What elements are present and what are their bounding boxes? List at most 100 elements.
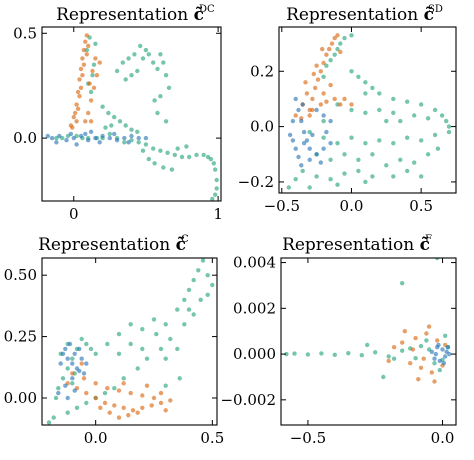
panel-c-plot: 0.0 0.5 0.00 0.25 0.50 xyxy=(4,257,224,447)
data-point-green xyxy=(286,185,291,190)
data-point-green xyxy=(342,35,347,41)
data-point-green xyxy=(88,89,94,95)
data-point-green xyxy=(412,113,417,118)
data-point-orange xyxy=(314,63,319,68)
data-point-orange xyxy=(327,46,332,52)
data-point-green xyxy=(175,346,180,352)
data-point-green xyxy=(65,366,70,371)
panel-c-title: Representation c̃ xyxy=(38,235,186,255)
panel-f-frame xyxy=(280,257,457,426)
data-point-green xyxy=(53,395,59,401)
x-tick-label: −0.5 xyxy=(264,197,300,215)
panel-dc-frame xyxy=(41,26,222,202)
data-point-orange xyxy=(307,113,312,118)
data-point-green xyxy=(126,56,131,61)
data-point-green xyxy=(175,307,180,312)
data-point-green xyxy=(146,52,151,57)
data-point-blue xyxy=(307,146,312,151)
data-point-blue xyxy=(57,133,62,139)
data-point-blue xyxy=(84,361,89,366)
data-point-blue xyxy=(290,138,296,143)
data-point-orange xyxy=(416,377,421,382)
data-point-green xyxy=(46,420,52,425)
data-point-green xyxy=(154,331,159,337)
data-point-green xyxy=(437,367,442,373)
data-point-green xyxy=(314,174,319,179)
data-point-green xyxy=(128,322,133,327)
data-point-orange xyxy=(293,113,298,118)
data-point-green xyxy=(120,60,126,65)
data-point-green xyxy=(356,168,361,174)
data-point-blue xyxy=(64,138,69,143)
data-point-orange xyxy=(78,66,84,72)
panel-dc-plot: 0 1 0.0 0.5 xyxy=(13,24,223,223)
data-point-green xyxy=(210,196,215,201)
data-point-orange xyxy=(86,110,91,116)
data-point-green xyxy=(292,351,297,356)
x-tick-label: 0 xyxy=(69,205,79,223)
data-point-orange xyxy=(400,340,405,345)
panel-f-plot: −0.5 0.0 −0.002 0.000 0.002 0.004 xyxy=(220,254,457,447)
data-point-blue xyxy=(112,131,117,137)
data-point-green xyxy=(321,74,326,80)
data-point-green xyxy=(163,73,169,78)
data-point-green xyxy=(70,381,75,386)
data-point-green xyxy=(391,141,396,146)
data-point-blue xyxy=(107,135,113,141)
data-point-green xyxy=(363,141,368,146)
data-point-green xyxy=(70,356,75,361)
data-point-blue xyxy=(328,141,333,146)
data-point-orange xyxy=(102,400,108,406)
data-point-blue xyxy=(321,146,326,151)
data-point-orange xyxy=(86,43,91,49)
data-point-blue xyxy=(318,160,323,165)
data-point-green xyxy=(328,157,333,162)
data-point-green xyxy=(342,171,347,176)
panel-sd-plot: −0.5 0.0 0.5 −0.2 0.0 0.2 xyxy=(238,26,457,215)
data-point-orange xyxy=(158,400,164,406)
data-point-blue xyxy=(310,132,315,138)
data-point-orange xyxy=(304,91,310,96)
data-point-orange xyxy=(93,381,98,386)
data-point-green xyxy=(155,110,160,116)
data-point-orange xyxy=(429,370,434,375)
data-point-green xyxy=(151,60,156,65)
data-point-orange xyxy=(97,60,102,65)
data-point-green xyxy=(384,118,389,124)
panel-c-title-superscript: C xyxy=(181,234,189,245)
data-point-green xyxy=(136,140,141,145)
data-point-orange xyxy=(426,324,432,329)
data-point-orange xyxy=(151,395,157,401)
data-point-blue xyxy=(58,361,63,366)
data-point-orange xyxy=(121,381,126,386)
data-point-orange xyxy=(98,405,103,410)
y-tick-label: 0.2 xyxy=(250,62,274,80)
y-tick-label: 0.5 xyxy=(13,24,37,42)
data-point-green xyxy=(114,68,120,74)
data-point-blue xyxy=(328,118,333,124)
data-point-green xyxy=(129,127,134,132)
data-point-blue xyxy=(72,388,77,393)
data-point-green xyxy=(363,179,368,185)
data-point-blue xyxy=(299,118,304,124)
data-point-blue xyxy=(93,135,98,141)
data-point-green xyxy=(163,322,168,327)
data-point-blue xyxy=(436,342,441,348)
data-point-green xyxy=(172,152,177,158)
data-point-blue xyxy=(114,138,120,143)
data-point-orange xyxy=(318,69,323,74)
data-point-green xyxy=(356,74,361,80)
data-point-green xyxy=(158,148,163,153)
y-tick-label: 0.25 xyxy=(4,328,37,346)
data-point-green xyxy=(381,374,386,380)
data-point-blue xyxy=(70,376,75,381)
data-point-green xyxy=(143,47,149,53)
data-point-green xyxy=(123,123,128,128)
data-point-green xyxy=(105,341,110,347)
data-point-blue xyxy=(136,135,141,141)
data-point-orange xyxy=(84,390,89,396)
data-point-green xyxy=(60,376,66,381)
data-point-green xyxy=(205,292,210,297)
data-point-green xyxy=(184,144,189,149)
